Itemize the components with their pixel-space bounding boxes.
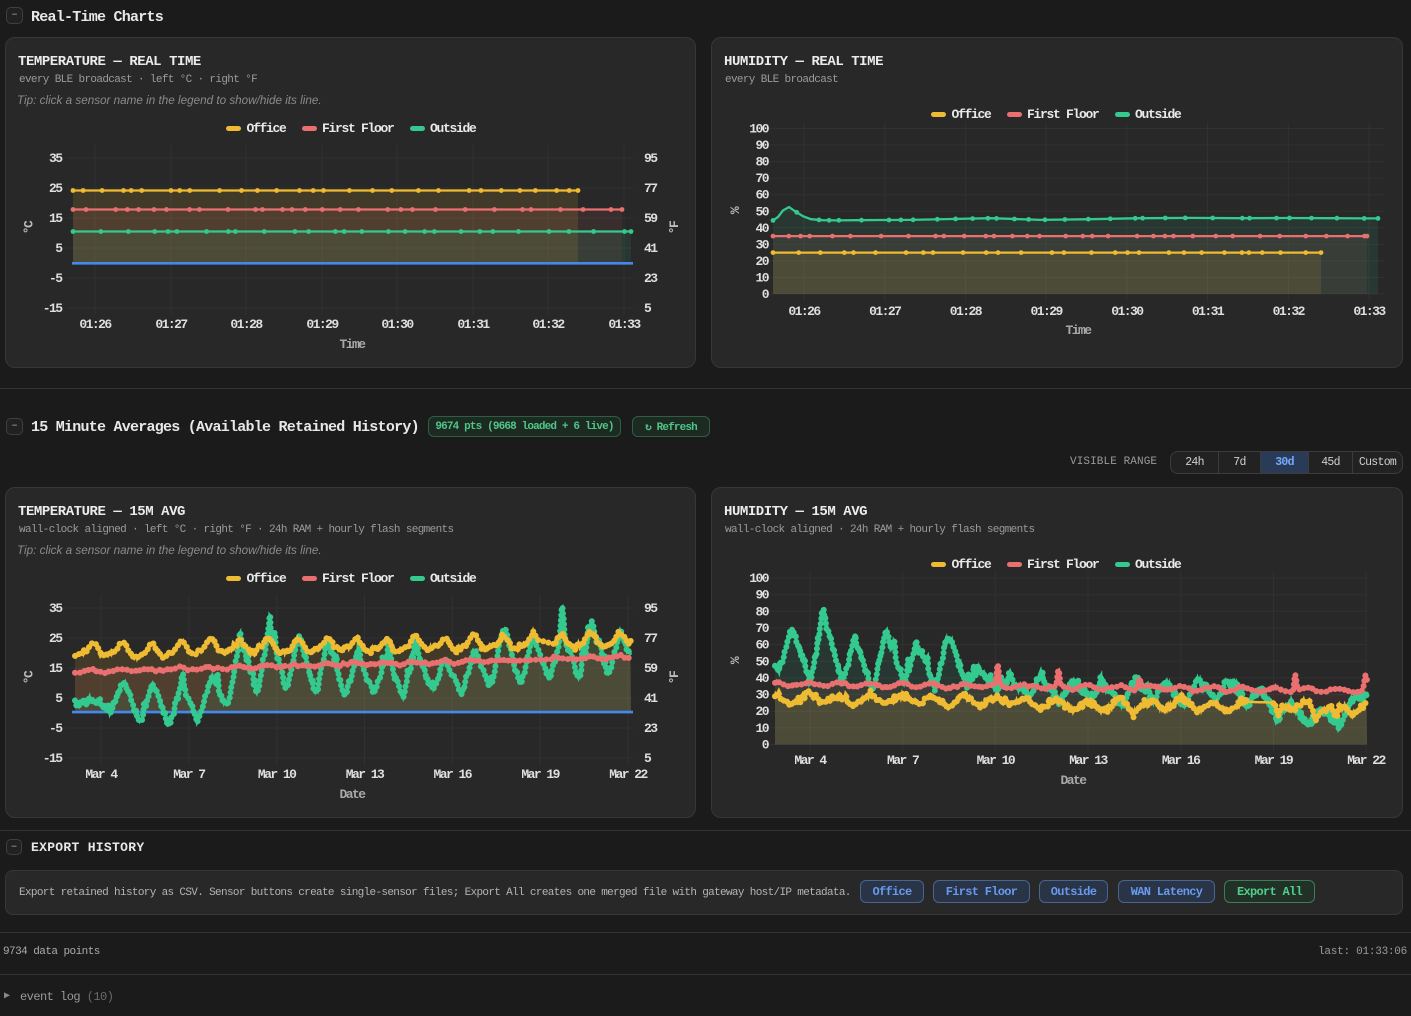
svg-text:-5: -5 xyxy=(49,721,63,736)
svg-text:01:27: 01:27 xyxy=(155,317,187,332)
svg-text:°C: °C xyxy=(22,670,37,684)
svg-text:Mar 22: Mar 22 xyxy=(609,767,648,782)
svg-text:Mar 16: Mar 16 xyxy=(1162,753,1201,768)
svg-text:70: 70 xyxy=(755,621,769,636)
svg-text:Mar 19: Mar 19 xyxy=(521,767,560,782)
svg-text:77: 77 xyxy=(644,181,657,196)
svg-text:70: 70 xyxy=(755,171,769,186)
svg-text:100: 100 xyxy=(749,122,770,137)
svg-text:Mar 16: Mar 16 xyxy=(434,767,473,782)
svg-text:Mar 4: Mar 4 xyxy=(794,753,827,768)
svg-text:01:26: 01:26 xyxy=(79,317,112,332)
svg-text:01:31: 01:31 xyxy=(1192,304,1225,319)
svg-text:01:32: 01:32 xyxy=(532,317,565,332)
svg-text:Date: Date xyxy=(339,787,366,802)
svg-text:Mar 22: Mar 22 xyxy=(1347,753,1386,768)
svg-text:15: 15 xyxy=(49,211,63,226)
svg-text:Mar 10: Mar 10 xyxy=(977,753,1016,768)
svg-text:90: 90 xyxy=(755,588,769,603)
svg-text:-15: -15 xyxy=(43,301,64,316)
svg-text:50: 50 xyxy=(755,204,769,219)
svg-text:Time: Time xyxy=(1065,323,1092,338)
svg-text:23: 23 xyxy=(644,271,658,286)
svg-text:01:33: 01:33 xyxy=(1353,304,1386,319)
svg-text:20: 20 xyxy=(755,704,769,719)
svg-text:Time: Time xyxy=(339,337,366,352)
svg-text:Mar 19: Mar 19 xyxy=(1255,753,1294,768)
svg-text:°F: °F xyxy=(667,220,682,234)
svg-text:01:33: 01:33 xyxy=(608,317,641,332)
svg-text:77: 77 xyxy=(644,631,657,646)
svg-text:01:30: 01:30 xyxy=(381,317,414,332)
svg-text:-15: -15 xyxy=(43,751,64,766)
svg-text:01:31: 01:31 xyxy=(457,317,490,332)
svg-text:0: 0 xyxy=(762,287,770,302)
svg-text:10: 10 xyxy=(755,270,769,285)
svg-text:Mar 7: Mar 7 xyxy=(173,767,205,782)
svg-text:01:26: 01:26 xyxy=(788,304,821,319)
svg-text:80: 80 xyxy=(755,155,769,170)
svg-text:15: 15 xyxy=(49,661,63,676)
svg-text:01:28: 01:28 xyxy=(950,304,983,319)
svg-text:5: 5 xyxy=(55,241,63,256)
svg-text:01:32: 01:32 xyxy=(1273,304,1306,319)
svg-text:Date: Date xyxy=(1060,773,1087,788)
svg-text:01:27: 01:27 xyxy=(869,304,901,319)
svg-text:20: 20 xyxy=(755,254,769,269)
svg-text:40: 40 xyxy=(755,221,769,236)
svg-text:41: 41 xyxy=(644,241,658,256)
svg-text:%: % xyxy=(728,206,743,214)
svg-text:10: 10 xyxy=(755,721,769,736)
svg-text:01:28: 01:28 xyxy=(230,317,263,332)
svg-text:°C: °C xyxy=(22,220,37,234)
svg-text:Mar 7: Mar 7 xyxy=(887,753,919,768)
svg-text:35: 35 xyxy=(49,151,63,166)
svg-text:5: 5 xyxy=(644,301,652,316)
svg-text:%: % xyxy=(728,656,743,664)
svg-text:90: 90 xyxy=(755,138,769,153)
svg-text:95: 95 xyxy=(644,601,658,616)
svg-text:01:29: 01:29 xyxy=(1030,304,1063,319)
svg-text:95: 95 xyxy=(644,151,658,166)
svg-text:59: 59 xyxy=(644,661,658,676)
svg-text:5: 5 xyxy=(644,751,652,766)
svg-text:Mar 4: Mar 4 xyxy=(85,767,118,782)
svg-text:Mar 13: Mar 13 xyxy=(346,767,385,782)
svg-text:-5: -5 xyxy=(49,271,63,286)
svg-text:23: 23 xyxy=(644,721,658,736)
svg-text:40: 40 xyxy=(755,671,769,686)
svg-text:60: 60 xyxy=(755,188,769,203)
svg-text:60: 60 xyxy=(755,638,769,653)
svg-text:5: 5 xyxy=(55,691,63,706)
svg-text:30: 30 xyxy=(755,688,769,703)
svg-text:35: 35 xyxy=(49,601,63,616)
svg-text:01:29: 01:29 xyxy=(306,317,339,332)
svg-text:100: 100 xyxy=(749,571,770,586)
svg-text:°F: °F xyxy=(667,670,682,684)
svg-text:80: 80 xyxy=(755,604,769,619)
svg-text:Mar 13: Mar 13 xyxy=(1069,753,1108,768)
svg-text:25: 25 xyxy=(49,181,63,196)
svg-text:Mar 10: Mar 10 xyxy=(258,767,297,782)
svg-text:30: 30 xyxy=(755,237,769,252)
svg-text:50: 50 xyxy=(755,654,769,669)
svg-text:0: 0 xyxy=(762,738,770,753)
svg-text:01:30: 01:30 xyxy=(1111,304,1144,319)
svg-text:25: 25 xyxy=(49,631,63,646)
svg-text:41: 41 xyxy=(644,691,658,706)
svg-text:59: 59 xyxy=(644,211,658,226)
